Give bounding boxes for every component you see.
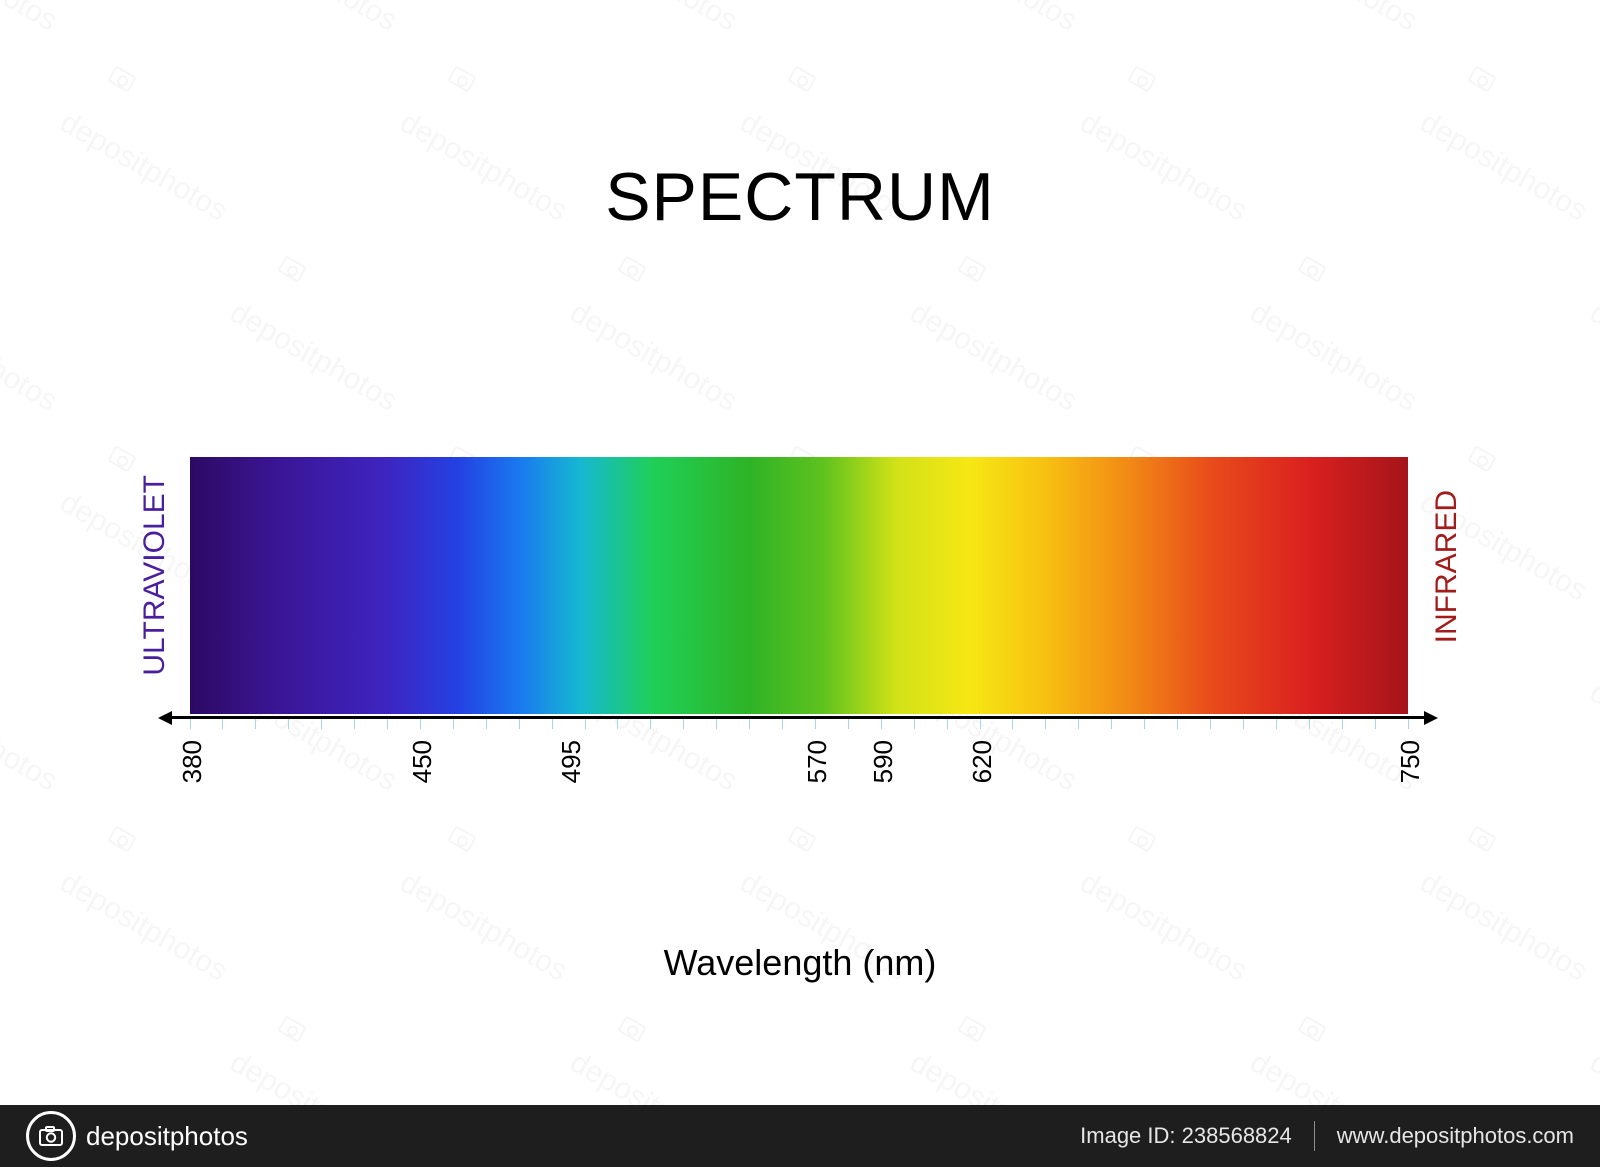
watermark-text: depositphotos <box>564 0 743 38</box>
minor-tick <box>1177 719 1178 729</box>
spectrum-diagram: { "title": {"text":"SPECTRUM","fontsize"… <box>0 0 1600 1167</box>
watermark-text: depositphotos <box>1584 296 1600 419</box>
tick-label: 750 <box>1395 740 1426 783</box>
minor-tick <box>1078 719 1079 729</box>
watermark-text: depositphotos <box>0 0 63 38</box>
site-url: www.depositphotos.com <box>1337 1123 1574 1149</box>
minor-tick <box>980 719 981 729</box>
watermark-camera-icon <box>617 1015 647 1043</box>
minor-tick <box>1111 719 1112 729</box>
minor-tick <box>453 719 454 729</box>
image-id: Image ID: 238568824 <box>1080 1123 1292 1149</box>
x-axis-label: Wavelength (nm) <box>0 942 1600 984</box>
watermark-camera-icon <box>617 255 647 283</box>
minor-tick <box>354 719 355 729</box>
tick-label: 570 <box>802 740 833 783</box>
minor-tick <box>486 719 487 729</box>
watermark-camera-icon <box>1127 825 1157 853</box>
footer-meta: Image ID: 238568824 www.depositphotos.co… <box>1080 1121 1574 1151</box>
minor-tick <box>650 719 651 729</box>
minor-tick <box>1045 719 1046 729</box>
watermark-camera-icon <box>1297 255 1327 283</box>
watermark-text: depositphotos <box>224 0 403 38</box>
watermark-text: depositphotos <box>1584 676 1600 799</box>
watermark-camera-icon <box>1467 65 1497 93</box>
minor-tick <box>617 719 618 729</box>
watermark-text: depositphotos <box>1244 296 1423 419</box>
watermark-camera-icon <box>957 255 987 283</box>
watermark-text: depositphotos <box>0 676 63 799</box>
infrared-label: INFRARED <box>1430 490 1464 643</box>
minor-tick <box>1144 719 1145 729</box>
footer-divider <box>1314 1121 1315 1151</box>
tick-label: 620 <box>967 740 998 783</box>
watermark-text: depositphotos <box>0 296 63 419</box>
minor-tick <box>1276 719 1277 729</box>
minor-tick <box>848 719 849 729</box>
tick-label: 590 <box>868 740 899 783</box>
watermark-camera-icon <box>787 65 817 93</box>
diagram-title: SPECTRUM <box>0 158 1600 236</box>
watermark-text: depositphotos <box>904 0 1083 38</box>
watermark-camera-icon <box>107 65 137 93</box>
minor-tick <box>321 719 322 729</box>
minor-tick <box>815 719 816 729</box>
watermark-text: depositphotos <box>1244 0 1423 38</box>
watermark-camera-icon <box>447 825 477 853</box>
watermark-text: depositphotos <box>224 296 403 419</box>
minor-tick <box>914 719 915 729</box>
brand-logo: depositphotos <box>26 1111 248 1161</box>
minor-tick <box>1309 719 1310 729</box>
attribution-footer: depositphotos Image ID: 238568824 www.de… <box>0 1105 1600 1167</box>
minor-tick <box>1342 719 1343 729</box>
minor-tick <box>552 719 553 729</box>
minor-tick <box>519 719 520 729</box>
ultraviolet-label: ULTRAVIOLET <box>138 475 172 676</box>
minor-tick <box>1375 719 1376 729</box>
minor-tick <box>222 719 223 729</box>
minor-tick <box>1408 719 1409 729</box>
tick-label: 380 <box>177 740 208 783</box>
watermark-camera-icon <box>107 445 137 473</box>
tick-label: 495 <box>556 740 587 783</box>
camera-icon <box>26 1111 76 1161</box>
minor-tick <box>1012 719 1013 729</box>
minor-tick <box>947 719 948 729</box>
minor-tick <box>782 719 783 729</box>
watermark-camera-icon <box>1467 445 1497 473</box>
spectrum-bar <box>190 457 1408 714</box>
watermark-camera-icon <box>107 825 137 853</box>
axis-arrow-right <box>1424 711 1438 725</box>
minor-tick <box>387 719 388 729</box>
camera-icon-svg <box>39 1126 63 1146</box>
watermark-text: depositphotos <box>564 296 743 419</box>
brand-text: depositphotos <box>86 1121 248 1152</box>
minor-tick <box>881 719 882 729</box>
watermark-camera-icon <box>1297 1015 1327 1043</box>
watermark-text: depositphotos <box>1584 0 1600 38</box>
watermark-camera-icon <box>1127 65 1157 93</box>
watermark-camera-icon <box>1467 825 1497 853</box>
minor-tick <box>288 719 289 729</box>
minor-tick <box>255 719 256 729</box>
minor-tick <box>585 719 586 729</box>
wavelength-axis <box>172 716 1424 719</box>
watermark-camera-icon <box>787 825 817 853</box>
minor-tick <box>716 719 717 729</box>
minor-tick <box>420 719 421 729</box>
tick-label: 450 <box>407 740 438 783</box>
minor-tick <box>1210 719 1211 729</box>
watermark-text: depositphotos <box>904 296 1083 419</box>
watermark-camera-icon <box>447 65 477 93</box>
watermark-camera-icon <box>957 1015 987 1043</box>
watermark-camera-icon <box>277 255 307 283</box>
watermark-camera-icon <box>277 1015 307 1043</box>
minor-tick <box>683 719 684 729</box>
minor-tick <box>1243 719 1244 729</box>
minor-tick <box>190 719 191 729</box>
axis-arrow-left <box>158 711 172 725</box>
minor-tick <box>749 719 750 729</box>
